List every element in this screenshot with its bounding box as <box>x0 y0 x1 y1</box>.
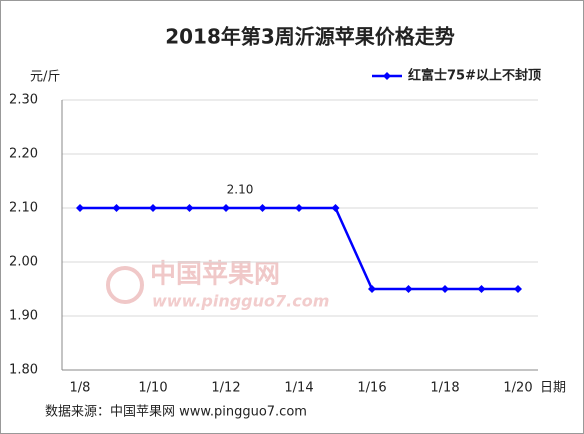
marker <box>185 204 194 212</box>
x-tick-label: 1/14 <box>284 381 313 396</box>
watermark-url: www.pingguo7.com <box>152 292 329 311</box>
chart-title: 2018年第3周沂源苹果价格走势 <box>165 25 455 49</box>
data-label: 2.10 <box>227 183 254 197</box>
x-tick-label: 1/10 <box>138 381 167 396</box>
y-tick-label: 1.90 <box>9 309 38 324</box>
marker <box>295 204 303 212</box>
y-tick-label: 2.10 <box>9 201 38 216</box>
y-tick-label: 2.30 <box>9 93 38 108</box>
source: 数据来源：中国苹果网 www.pingguo7.com <box>45 405 307 420</box>
marker <box>76 204 84 212</box>
marker <box>477 285 486 293</box>
watermark-text: 中国苹果网 <box>150 260 280 290</box>
x-axis-label: 日期 <box>540 381 566 396</box>
watermark-logo <box>106 266 144 304</box>
marker <box>112 204 121 212</box>
marker <box>149 204 157 212</box>
legend-label: 红富士75#以上不封顶 <box>408 68 541 84</box>
x-tick-label: 1/12 <box>211 381 240 396</box>
marker <box>441 285 449 293</box>
y-tick-label: 1.80 <box>9 363 38 378</box>
x-tick-label: 1/18 <box>430 381 459 396</box>
legend-marker <box>383 72 391 80</box>
marker <box>368 285 376 293</box>
y-tick-label: 2.00 <box>9 255 38 270</box>
watermark: 中国苹果网 www.pingguo7.com <box>106 260 329 311</box>
marker <box>331 204 340 212</box>
marker <box>258 204 267 212</box>
y-tick-label: 2.20 <box>9 147 38 162</box>
marker <box>404 285 413 293</box>
marker <box>514 285 522 293</box>
y-axis-label: 元/斤 <box>30 70 60 85</box>
marker <box>222 204 230 212</box>
x-tick-label: 1/20 <box>503 381 532 396</box>
x-tick-label: 1/16 <box>357 381 386 396</box>
x-tick-label: 1/8 <box>70 381 91 396</box>
